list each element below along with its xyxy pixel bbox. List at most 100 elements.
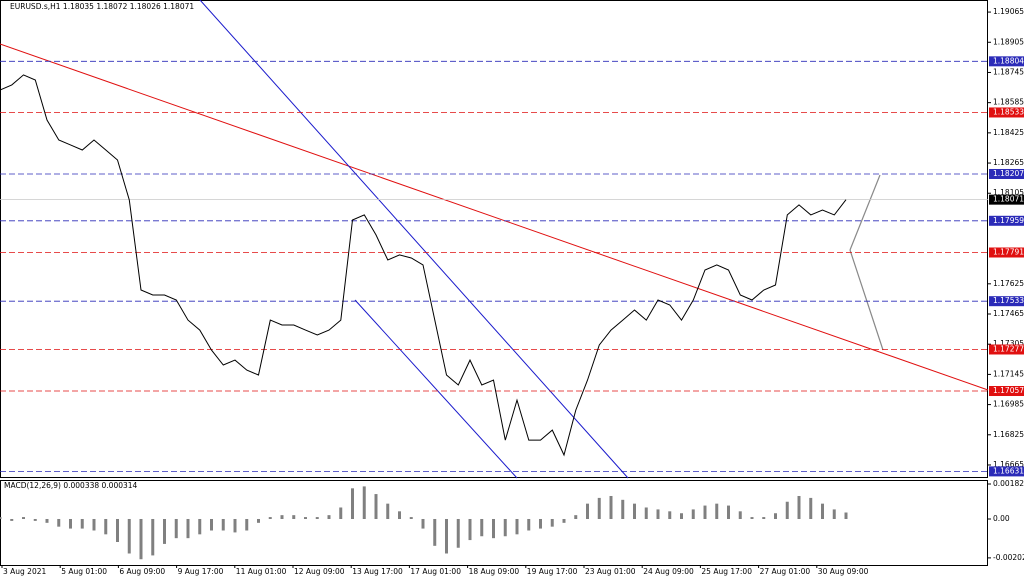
y-tick-label: 1.18425 — [993, 128, 1024, 137]
macd-bar — [245, 518, 249, 531]
x-tick-label: 12 Aug 09:00 — [294, 567, 345, 576]
macd-bar — [468, 518, 472, 541]
macd-bar — [633, 503, 636, 519]
macd-bar — [57, 518, 61, 527]
y-tick-label: 1.18265 — [993, 158, 1024, 167]
level-label: 1.17959 — [993, 216, 1024, 225]
x-tick-label: 13 Aug 17:00 — [352, 567, 403, 576]
x-tick-label: 27 Aug 01:00 — [760, 567, 811, 576]
arrow — [849, 249, 884, 351]
chart-title: EURUSD.s,H1 1.18035 1.18072 1.18026 1.18… — [10, 2, 194, 11]
macd-bar — [327, 515, 331, 519]
level-label-bg — [989, 344, 1024, 355]
y-tick-label: 1.17145 — [993, 369, 1024, 378]
x-tick-label: 18 Aug 09:00 — [469, 567, 520, 576]
macd-bar — [574, 515, 578, 519]
level-label: 1.17277 — [993, 344, 1024, 353]
channel-line — [354, 299, 518, 479]
y-tick-label: 1.17305 — [993, 339, 1024, 348]
macd-bar — [503, 518, 507, 537]
x-tick-label: 17 Aug 01:00 — [410, 567, 461, 576]
macd-bar — [163, 518, 166, 544]
macd-bar — [198, 518, 202, 535]
macd-bar — [774, 513, 777, 519]
y-tick-label: 0.00 — [993, 514, 1010, 523]
macd-bar — [292, 515, 296, 519]
macd-bar — [421, 518, 425, 529]
y-tick-label: 1.17625 — [993, 279, 1024, 288]
macd-bar — [92, 518, 96, 531]
macd-bar — [351, 488, 354, 519]
macd-bar — [832, 509, 836, 519]
macd-bar — [22, 517, 25, 519]
macd-bar — [821, 503, 824, 519]
macd-bar — [539, 518, 542, 529]
macd-bar — [644, 507, 648, 519]
macd-bar — [0, 517, 2, 519]
y-tick-label: 1.19065 — [993, 7, 1024, 16]
level-label-bg — [989, 386, 1024, 397]
x-tick-label: 6 Aug 09:00 — [119, 567, 165, 576]
macd-bar — [174, 518, 178, 539]
price-pane — [0, 0, 988, 478]
level-label-bg — [989, 56, 1024, 67]
macd-bar — [386, 503, 390, 519]
macd-bar — [221, 518, 225, 531]
y-tick-label: 1.18105 — [993, 188, 1024, 197]
macd-bar — [127, 518, 131, 554]
macd-bar — [456, 518, 460, 548]
level-label: 1.17533 — [993, 296, 1024, 305]
y-tick-label: 1.16665 — [993, 460, 1024, 469]
x-tick-label: 19 Aug 17:00 — [527, 567, 578, 576]
macd-bar — [609, 495, 613, 519]
macd-bar — [527, 518, 531, 531]
macd-bar — [809, 497, 813, 519]
trend-line — [0, 43, 989, 391]
level-label: 1.17057 — [993, 386, 1024, 395]
y-tick-label: 1.18585 — [993, 98, 1024, 107]
macd-bar — [480, 518, 484, 537]
macd-bar — [691, 509, 695, 519]
macd-bar — [339, 507, 343, 519]
y-tick-label: -0.002029 — [993, 553, 1024, 562]
y-tick-label: 0.001825 — [993, 479, 1024, 488]
macd-bar — [33, 518, 37, 521]
level-label: 1.18071 — [993, 195, 1024, 204]
x-tick-label: 24 Aug 09:00 — [643, 567, 694, 576]
macd-title: MACD(12,26,9) 0.000338 0.000314 — [4, 481, 138, 490]
drawings — [0, 0, 989, 479]
level-label-bg — [989, 466, 1024, 477]
y-tick-label: 1.18745 — [993, 67, 1024, 76]
y-tick-label: 1.16825 — [993, 430, 1024, 439]
macd-bar — [315, 517, 319, 519]
y-tick-label: 1.18905 — [993, 37, 1024, 46]
macd-bar — [738, 511, 742, 519]
macd-bar — [433, 518, 437, 546]
macd-bar — [116, 518, 119, 542]
x-tick-label: 25 Aug 17:00 — [701, 567, 752, 576]
macd-bar — [151, 518, 155, 556]
macd-bar — [656, 509, 660, 519]
level-label: 1.18207 — [993, 169, 1024, 178]
macd-bar — [104, 518, 108, 535]
macd-bar — [844, 512, 848, 519]
level-label-bg — [989, 194, 1024, 205]
macd-bar — [304, 517, 307, 519]
macd-bar — [445, 518, 448, 554]
macd-bar — [409, 517, 413, 519]
arrow — [849, 174, 881, 251]
x-tick-label: 3 Aug 2021 — [3, 567, 46, 576]
macd-bar — [550, 518, 554, 527]
macd-bar — [257, 518, 260, 523]
level-label: 1.17791 — [993, 247, 1024, 256]
macd-bar — [562, 518, 566, 523]
y-tick-label: 1.17465 — [993, 309, 1024, 318]
level-label-bg — [989, 215, 1024, 226]
y-tick-label: 1.16985 — [993, 400, 1024, 409]
level-label-bg — [989, 296, 1024, 307]
level-label: 1.18533 — [993, 107, 1024, 116]
x-tick-label: 11 Aug 01:00 — [236, 567, 287, 576]
macd-bar — [210, 518, 213, 531]
macd-bar — [280, 515, 284, 519]
